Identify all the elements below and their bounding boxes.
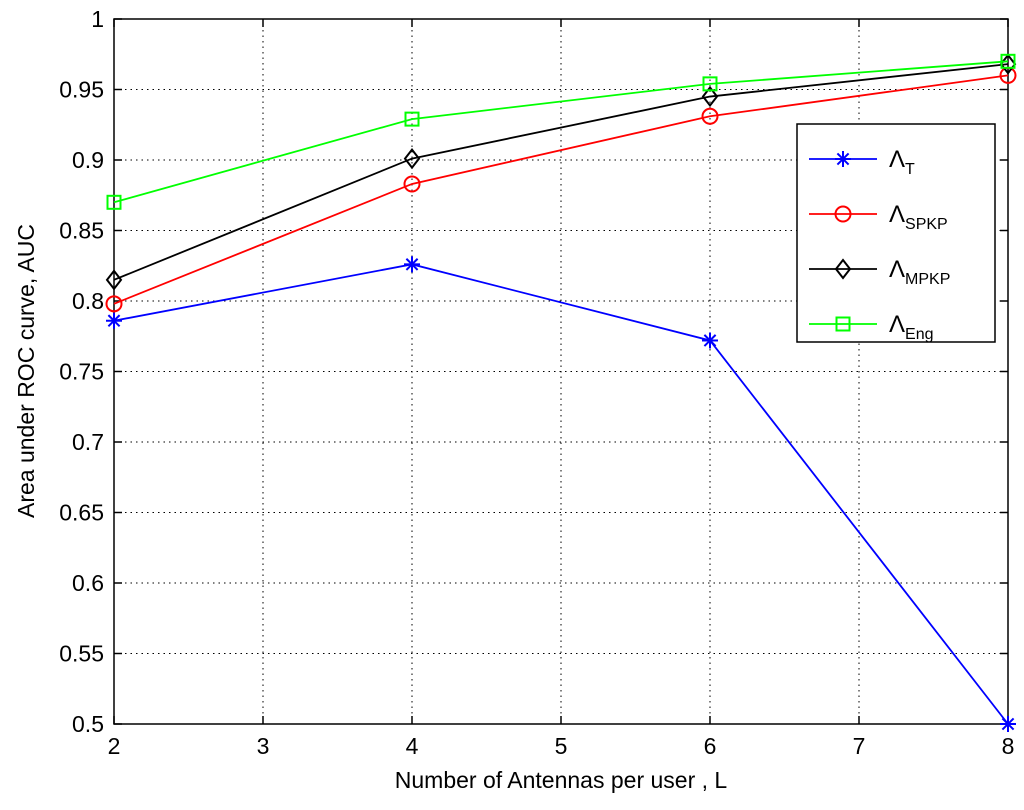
series-line bbox=[113, 60, 1009, 204]
y-tick-label: 1 bbox=[91, 6, 104, 32]
y-tick-label: 0.8 bbox=[72, 288, 104, 314]
data-point bbox=[701, 85, 719, 108]
series-group bbox=[105, 53, 1017, 732]
legend-label: ΛSPKP bbox=[889, 201, 948, 233]
asterisk-stroke bbox=[107, 314, 121, 328]
series-eng bbox=[106, 53, 1016, 210]
data-point bbox=[105, 295, 123, 313]
data-point bbox=[702, 76, 718, 92]
data-point bbox=[105, 269, 123, 291]
y-tick-label: 0.6 bbox=[72, 570, 104, 596]
legend-box bbox=[796, 123, 996, 343]
data-point bbox=[1000, 716, 1016, 732]
series-line bbox=[113, 263, 1009, 725]
asterisk-stroke bbox=[405, 258, 419, 271]
legend-entry: ΛSPKP bbox=[809, 201, 948, 233]
x-tick-label: 2 bbox=[108, 733, 121, 759]
data-point bbox=[403, 147, 421, 170]
y-tick-label: 0.9 bbox=[72, 147, 104, 173]
x-tick-label: 3 bbox=[257, 733, 270, 759]
data-point bbox=[106, 312, 122, 329]
y-tick-label: 0.65 bbox=[59, 500, 104, 526]
data-point bbox=[701, 107, 719, 125]
legend-marker bbox=[835, 316, 851, 332]
series-spkp bbox=[105, 66, 1017, 313]
data-point bbox=[404, 256, 420, 273]
y-tick-label: 0.5 bbox=[72, 711, 104, 737]
legend-label: ΛMPKP bbox=[889, 256, 950, 288]
x-tick-label: 6 bbox=[704, 733, 717, 759]
y-tick-label: 0.85 bbox=[59, 218, 104, 244]
x-tick-label: 7 bbox=[853, 733, 866, 759]
series-line bbox=[113, 63, 1009, 281]
legend: ΛT ΛSPKP ΛMPKP ΛEng bbox=[796, 123, 996, 343]
y-tick-label: 0.75 bbox=[59, 359, 104, 385]
axes-frame bbox=[113, 18, 1009, 725]
data-point bbox=[404, 111, 420, 127]
legend-label: ΛT bbox=[889, 146, 915, 178]
x-tick-label: 4 bbox=[406, 733, 419, 759]
data-point bbox=[403, 175, 421, 193]
y-tick-label: 0.7 bbox=[72, 429, 104, 455]
asterisk-stroke bbox=[836, 152, 850, 166]
data-point bbox=[1000, 53, 1016, 69]
y-tick-label: 0.95 bbox=[59, 77, 104, 103]
legend-entry: ΛMPKP bbox=[809, 256, 950, 288]
series-t bbox=[106, 256, 1016, 732]
y-tick-label: 0.55 bbox=[59, 641, 104, 667]
x-axis-label: Number of Antennas per user , L bbox=[395, 767, 728, 793]
x-tick-label: 5 bbox=[555, 733, 568, 759]
data-point bbox=[106, 194, 122, 210]
asterisk-stroke bbox=[1001, 717, 1015, 731]
series-line bbox=[113, 74, 1009, 305]
legend-label: ΛEng bbox=[889, 311, 934, 343]
legend-marker bbox=[834, 205, 852, 223]
legend-marker bbox=[835, 151, 851, 167]
legend-marker bbox=[834, 258, 852, 280]
asterisk-stroke bbox=[703, 334, 717, 347]
legend-entry: ΛT bbox=[809, 146, 915, 178]
y-axis-label: Area under ROC curve, AUC bbox=[13, 224, 39, 518]
legend-entry: ΛEng bbox=[809, 311, 934, 343]
tick-labels: 2 3 4 5 6 7 8 0.5 0.55 0.6 0.65 0.7 0.75 0.8 0.85 0.9 0.… bbox=[59, 6, 1014, 759]
data-point bbox=[702, 332, 718, 349]
grid bbox=[114, 19, 1008, 724]
x-tick-label: 8 bbox=[1002, 733, 1015, 759]
